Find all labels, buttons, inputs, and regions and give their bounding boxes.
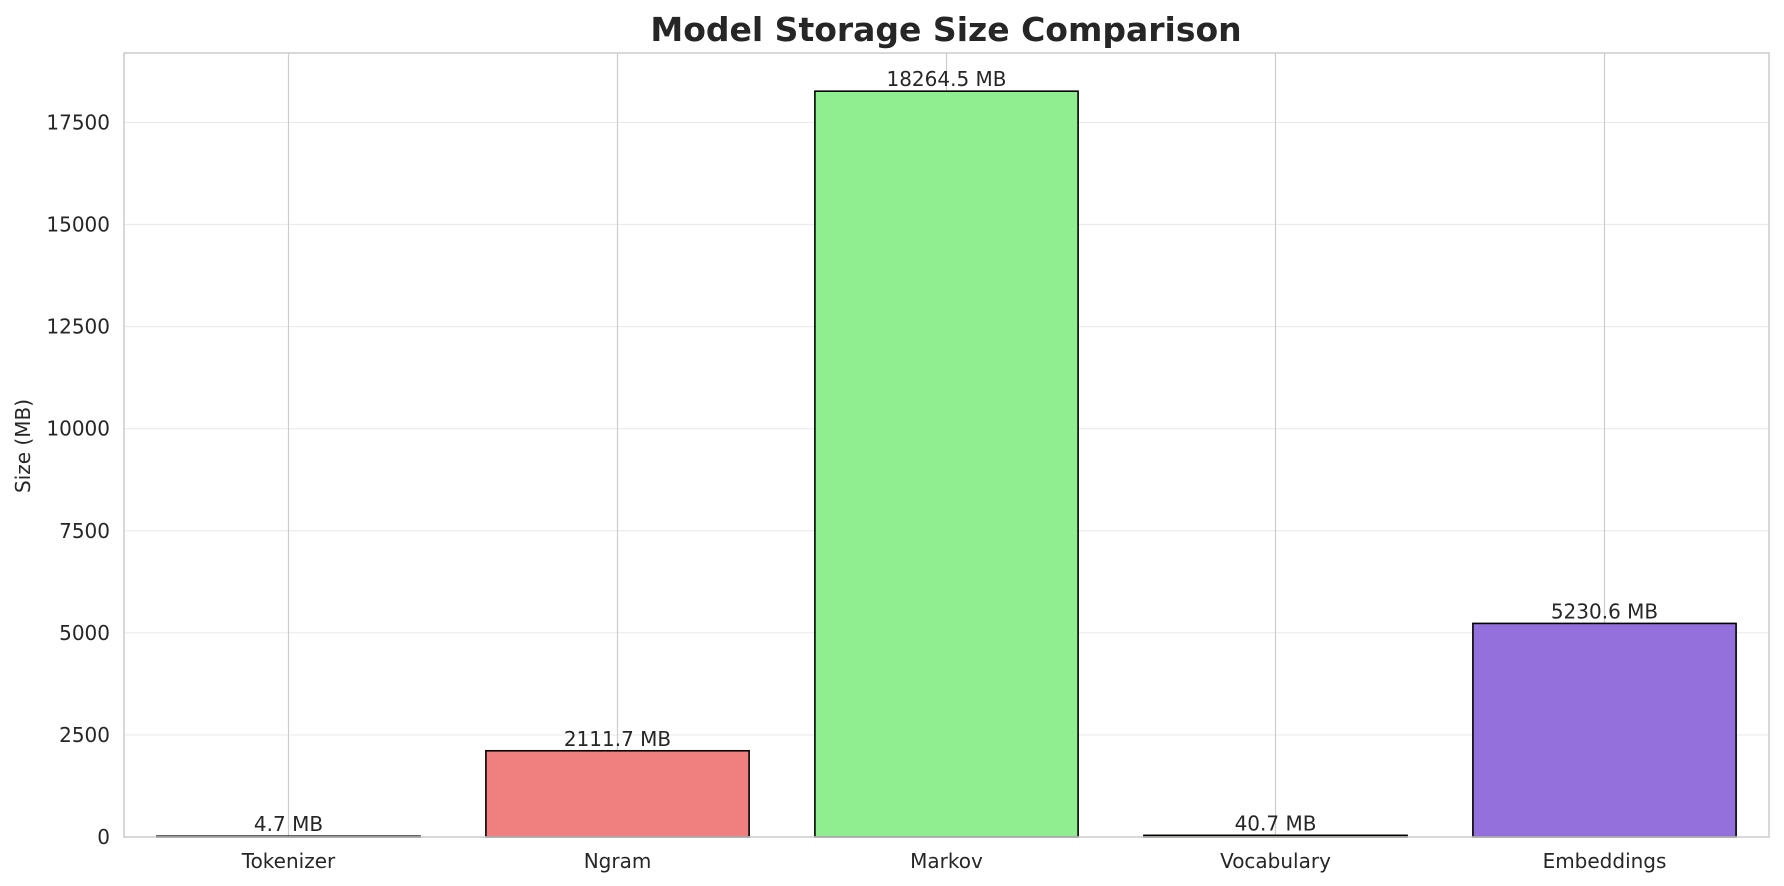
chart-title: Model Storage Size Comparison [650,10,1241,49]
bar-embeddings [1472,622,1737,838]
x-tick-label: Vocabulary [1220,849,1331,873]
data-label-vocabulary: 40.7 MB [1235,811,1317,835]
plot-frame [123,52,1770,838]
y-tick-label: 5000 [59,621,110,645]
y-tick-label: 12500 [46,315,110,339]
x-tick-label: Markov [910,849,983,873]
x-tick-label: Embeddings [1543,849,1667,873]
data-label-embeddings: 5230.6 MB [1551,599,1658,623]
y-axis-label: Size (MB) [11,399,35,493]
x-axis-ticks: Tokenizer Ngram Markov Vocabulary Embeddings [241,849,1667,873]
data-labels: 4.7 MB 2111.7 MB 18264.5 MB 40.7 MB 5230.6 M… [254,67,1658,836]
bar-markov [814,90,1079,838]
y-tick-label: 15000 [46,213,110,237]
x-tick-label: Ngram [584,849,652,873]
y-tick-label: 10000 [46,417,110,441]
bar-ngram [485,749,750,838]
data-label-tokenizer: 4.7 MB [254,812,323,836]
bars [156,90,1737,838]
data-label-ngram: 2111.7 MB [564,727,671,751]
y-tick-label: 0 [97,825,110,849]
y-tick-label: 7500 [59,519,110,543]
data-label-markov: 18264.5 MB [886,67,1006,91]
x-tick-label: Tokenizer [241,849,336,873]
y-tick-label: 2500 [59,723,110,747]
y-tick-label: 17500 [46,110,110,134]
y-axis-ticks: 0 2500 5000 7500 10000 12500 15000 17500 [46,110,110,849]
